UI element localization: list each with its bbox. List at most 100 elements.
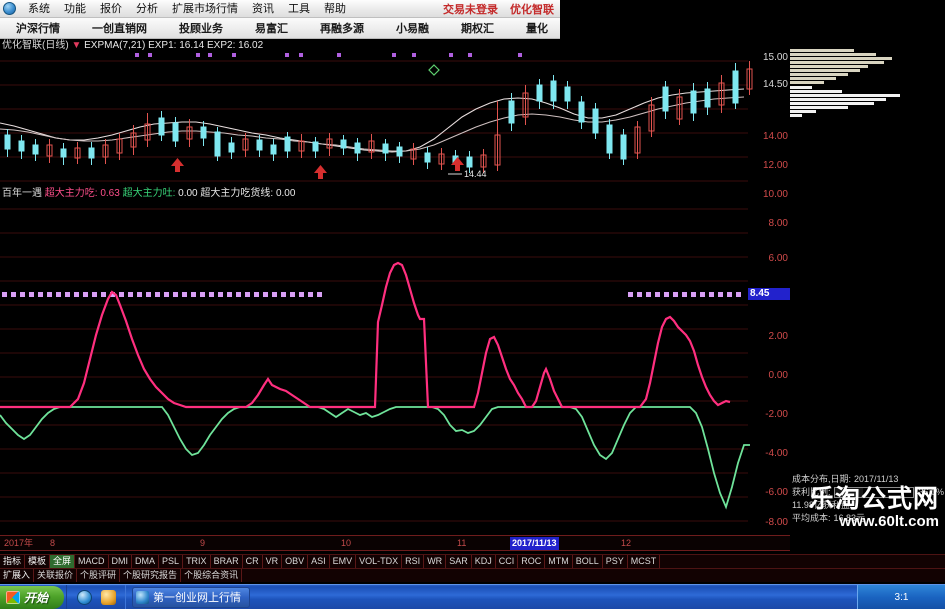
indicator-button-bar[interactable]: 指标 模板 全屏 MACD DMI DMA PSL TRIX BRAR CR V… [0,554,945,568]
series-spit-label: 超大主力吐: [122,188,176,199]
menu-item-quote[interactable]: 报价 [100,2,122,15]
sell-diamond-icon [428,64,440,76]
btn-rsi[interactable]: RSI [402,555,425,568]
tab-xiaoyirong[interactable]: 小易融 [396,23,429,35]
price-cursor-value: 8.45 [748,288,790,300]
chip-volume-row: 11.98亿获利盘 [792,499,944,512]
menu-item-extended-market[interactable]: 扩展市场行情 [172,2,238,15]
expma-label: EXPMA(7,21) [84,40,146,51]
btn-psy[interactable]: PSY [603,555,628,568]
watermark-letao: 乐淘公式网 www.60lt.com [809,487,939,530]
time-label-year: 2017年 [4,538,34,548]
tab-options-hub[interactable]: 期权汇 [461,23,494,35]
taskbar-window-button[interactable]: 第一创业网上行情 [132,586,251,608]
taskbar-window-icon [136,590,150,604]
quicklaunch-app-icon[interactable] [101,589,117,605]
btn-obv[interactable]: OBV [282,555,309,568]
windows-flag-icon [6,590,20,604]
time-axis[interactable]: 2017年 8 9 10 11 12 2017/11/13 [0,535,790,551]
btn-wr[interactable]: WR [424,555,447,568]
axis-label-2-00: 2.00 [768,331,788,342]
chip-volume-text: 11.98亿获利盘 [792,500,850,510]
btn-stock-review[interactable]: 个股评研 [77,569,121,582]
start-button-label: 开始 [24,590,49,605]
series-eat-value: 0.63 [100,188,120,199]
btn-boll[interactable]: BOLL [573,555,603,568]
tab-yichuang-direct[interactable]: 一创直销网 [92,23,147,35]
time-cursor-value: 2017/11/13 [510,537,559,550]
menu-item-system[interactable]: 系统 [28,2,50,15]
indicator-name: 百年一遇 [2,188,42,199]
axis-label-6-00: 6.00 [768,253,788,264]
axis-label-14-00: 14.00 [762,131,788,142]
btn-cr[interactable]: CR [243,555,263,568]
tab-quant[interactable]: 量化 [526,23,548,35]
time-label-oct: 10 [341,538,352,548]
exp2-value: 16.02 [238,40,264,51]
btn-template[interactable]: 模板 [25,555,51,568]
menu-item-news[interactable]: 资讯 [252,2,274,15]
chip-date-value: 2017/11/13 [854,474,899,484]
btn-kdj[interactable]: KDJ [472,555,496,568]
main-indicator-chart [0,208,750,522]
btn-stock-news[interactable]: 个股综合资讯 [181,569,243,582]
axis-label-8-00: 8.00 [768,218,788,229]
menu-item-analysis[interactable]: 分析 [136,2,158,15]
brand-label[interactable]: 优化智联 [510,3,554,16]
btn-fullscreen[interactable]: 全屏 [50,555,76,568]
signal-markers [135,53,522,57]
btn-roc[interactable]: ROC [518,555,546,568]
btn-sar[interactable]: SAR [446,555,472,568]
watermark-letao-url: www.60lt.com [839,513,939,530]
btn-cci[interactable]: CCI [496,555,519,568]
menu-item-help[interactable]: 帮助 [324,2,346,15]
price-chart-title: 优化智联(日线) [2,40,69,51]
price-axis[interactable]: 15.00 14.50 14.00 12.00 10.00 8.00 6.00 … [748,39,790,535]
axis-label-neg-2-00: -2.00 [765,409,788,420]
btn-brar[interactable]: BRAR [211,555,243,568]
btn-linked-quote[interactable]: 关联报价 [34,569,78,582]
chip-profit-label: 获利比例: [792,487,831,497]
btn-macd[interactable]: MACD [75,555,109,568]
btn-psl[interactable]: PSL [159,555,184,568]
btn-stock-research[interactable]: 个股研究报告 [120,569,182,582]
price-chart-pane[interactable]: 优化智联(日线) ▼ EXPMA(7,21) EXP1: 16.14 EXP2:… [0,39,760,187]
price-chart-legend: 优化智联(日线) ▼ EXPMA(7,21) EXP1: 16.14 EXP2:… [2,40,263,52]
chip-distribution-pane[interactable]: 成本分布,日期: 2017/11/13 获利比例: 36.0% 11.98亿获利… [790,39,945,535]
indicator-chart-pane[interactable]: 百年一遇 超大主力吃: 0.63 超大主力吐: 0.00 超大主力吃货线: 0.… [0,187,760,535]
btn-vr[interactable]: VR [263,555,283,568]
internet-explorer-icon[interactable] [77,589,93,605]
axis-label-neg-6-00: -6.00 [765,487,788,498]
tab-yifuhui[interactable]: 易富汇 [255,23,288,35]
btn-mtm[interactable]: MTM [545,555,573,568]
chart-workspace[interactable]: 优化智联(日线) ▼ EXPMA(7,21) EXP1: 16.14 EXP2:… [0,39,945,555]
menu-item-function[interactable]: 功能 [64,2,86,15]
chip-date-row: 成本分布,日期: 2017/11/13 [792,473,944,486]
threshold-dotted-line-left [2,292,322,297]
windows-taskbar: 开始 第一创业网上行情 3:1 [0,584,945,609]
login-status-label[interactable]: 交易未登录 [443,3,498,16]
extension-button-bar[interactable]: 扩展入 关联报价 个股评研 个股研究报告 个股综合资讯 [0,568,945,582]
menu-item-tools[interactable]: 工具 [288,2,310,15]
axis-label-15-00: 15.00 [762,52,788,63]
btn-trix[interactable]: TRIX [183,555,211,568]
tab-hushen-market[interactable]: 沪深行情 [16,23,60,35]
btn-dma[interactable]: DMA [132,555,160,568]
btn-mcst[interactable]: MCST [628,555,661,568]
time-label-dec: 12 [621,538,632,548]
start-button[interactable]: 开始 [0,585,65,609]
app-globe-icon [3,2,16,15]
btn-emv[interactable]: EMV [330,555,357,568]
tab-refinance[interactable]: 再融多源 [320,23,364,35]
btn-vol-tdx[interactable]: VOL-TDX [356,555,403,568]
candle-series [4,61,753,179]
system-tray[interactable]: 3:1 [857,585,945,609]
btn-extension-entry[interactable]: 扩展入 [0,569,35,582]
btn-dmi[interactable]: DMI [109,555,133,568]
tab-advisory-business[interactable]: 投顾业务 [179,23,223,35]
chip-avgcost-row: 平均成本: 16.83元 [792,512,944,525]
btn-asi[interactable]: ASI [308,555,330,568]
buy-arrow-icons [171,157,464,179]
taskbar-window-label: 第一创业网上行情 [153,592,242,604]
btn-indicator[interactable]: 指标 [0,555,26,568]
